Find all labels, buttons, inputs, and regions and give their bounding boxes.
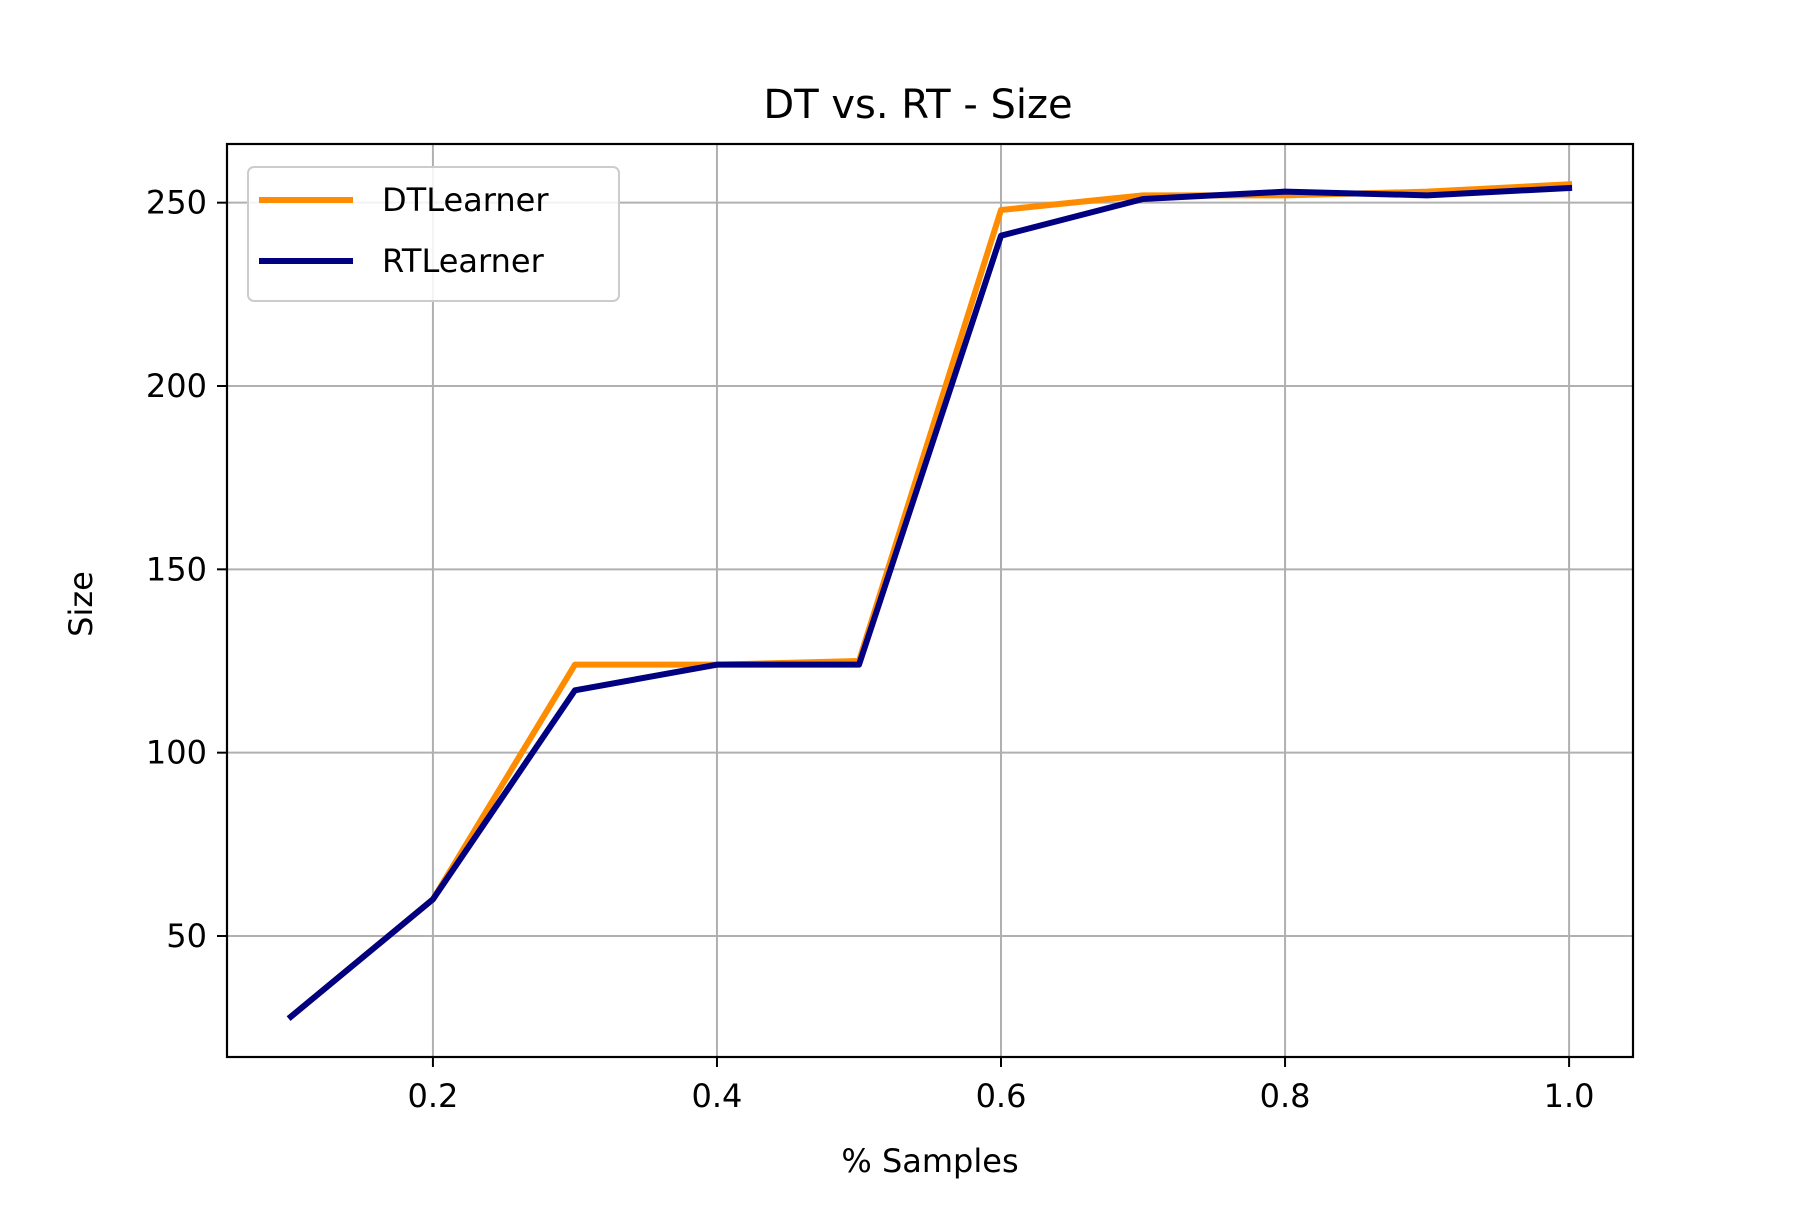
series-line-dtlearner <box>286 181 1573 1021</box>
x-tick-label: 0.4 <box>692 1077 743 1115</box>
y-tick-label: 250 <box>146 184 207 222</box>
x-tick-label: 0.6 <box>976 1077 1027 1115</box>
x-axis-label: % Samples <box>841 1142 1018 1180</box>
plot-frame <box>225 142 1635 1059</box>
y-tick-label: 200 <box>146 367 207 405</box>
legend-label-rtlearner: RTLearner <box>382 242 545 280</box>
legend-label-dtlearner: DTLearner <box>382 181 549 219</box>
x-tick-label: 0.2 <box>407 1077 458 1115</box>
x-tick-label: 0.8 <box>1260 1077 1311 1115</box>
legend-items: DTLearner RTLearner <box>259 181 549 280</box>
data-series <box>286 181 1573 1021</box>
y-tick-label: 150 <box>146 550 207 588</box>
legend: DTLearner RTLearner <box>247 166 620 302</box>
y-tick-label: 100 <box>146 734 207 772</box>
grid-lines <box>227 144 1633 1057</box>
y-tick-label: 50 <box>166 917 207 955</box>
y-axis-label: Size <box>62 571 100 637</box>
y-axis-ticks: 50 100 150 200 250 <box>146 184 227 955</box>
chart-title: DT vs. RT - Size <box>763 82 1072 128</box>
x-axis-ticks: 0.2 0.4 0.6 0.8 1.0 <box>407 1057 1595 1115</box>
x-tick-label: 1.0 <box>1544 1077 1595 1115</box>
series-line-rtlearner <box>286 184 1573 1021</box>
